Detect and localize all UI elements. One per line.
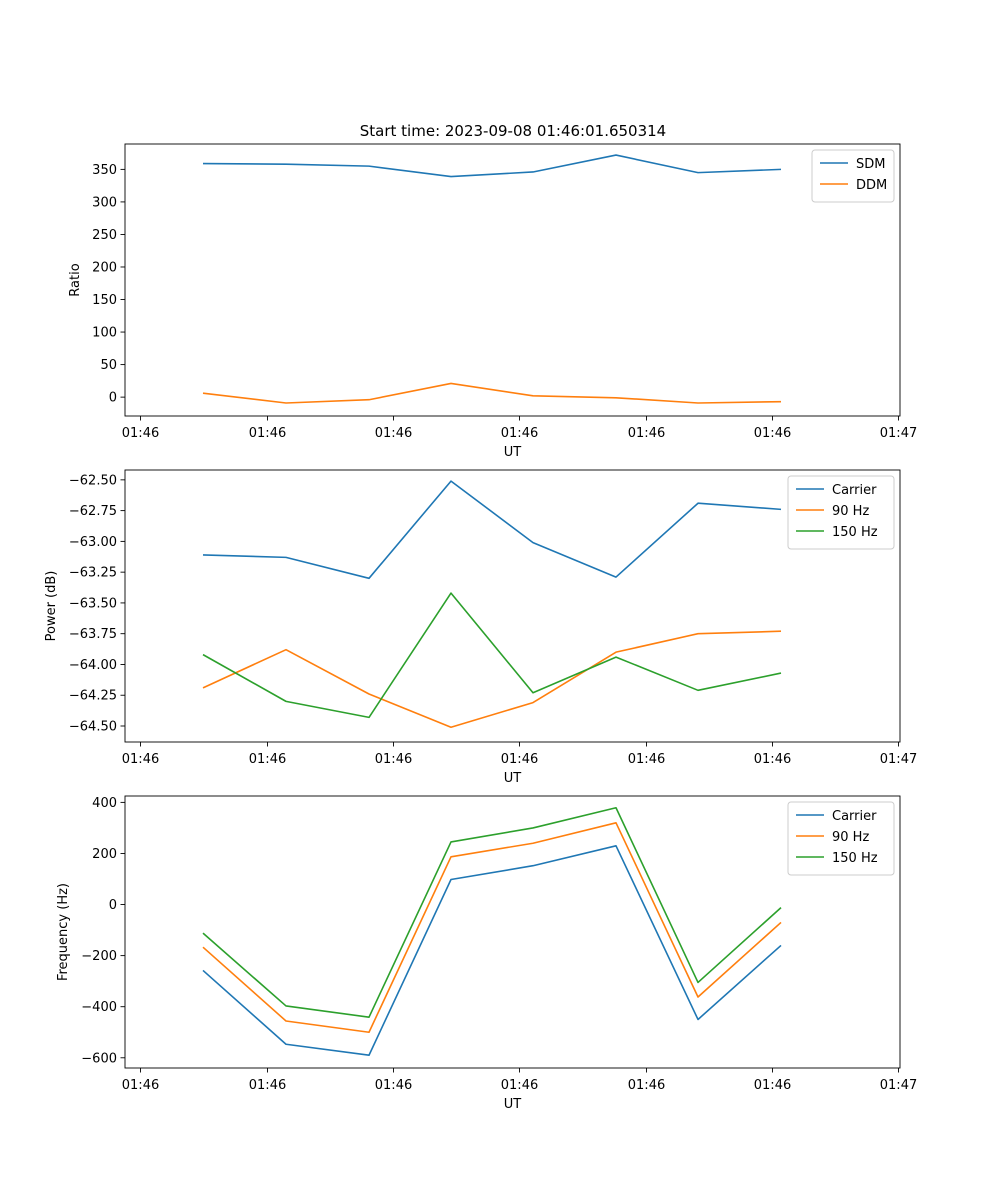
x-tick-label: 01:47: [880, 1078, 917, 1093]
y-tick-label: −62.75: [69, 504, 117, 519]
legend-label: Carrier: [832, 809, 877, 824]
x-tick-label: 01:46: [754, 426, 791, 441]
y-tick-label: −64.25: [69, 689, 117, 704]
series-line-150-hz: [202, 806, 782, 1018]
y-tick-label: −62.50: [69, 473, 117, 488]
y-tick-label: −63.00: [69, 535, 117, 550]
y-tick-label: 100: [92, 326, 117, 341]
legend-label: SDM: [856, 157, 885, 172]
subplot-1: 01:46 01:46 01:46 01:46 01:46 01:46 01:47 UT 0 50…: [68, 143, 917, 460]
series-line-carrier: [202, 480, 782, 580]
subplots: 01:46 01:46 01:46 01:46 01:46 01:46 01:47 UT 0 50…: [44, 143, 917, 1112]
x-tick-label: 01:46: [501, 1078, 538, 1093]
x-tick-label: 01:46: [375, 752, 412, 767]
y-tick-label: 200: [92, 847, 117, 862]
x-tick-label: 01:46: [628, 426, 665, 441]
x-tick-label: 01:47: [880, 426, 917, 441]
legend-label: Carrier: [832, 483, 877, 498]
y-tick-label: 350: [92, 163, 117, 178]
y-tick-label: 250: [92, 228, 117, 243]
legend-label: 90 Hz: [832, 504, 869, 519]
subplot-2: 01:46 01:46 01:46 01:46 01:46 01:46 01:47 UT −64…: [44, 469, 917, 786]
y-tick-label: −63.50: [69, 596, 117, 611]
x-tick-label: 01:46: [628, 1078, 665, 1093]
y-tick-label: −63.25: [69, 566, 117, 581]
legend-label: 150 Hz: [832, 525, 878, 540]
y-tick-label: 0: [109, 391, 117, 406]
y-tick-label: 150: [92, 293, 117, 308]
x-tick-label: 01:46: [754, 752, 791, 767]
y-tick-label: −200: [81, 949, 117, 964]
series-line-90-hz: [202, 822, 782, 1034]
y-tick-label: −64.50: [69, 720, 117, 735]
y-tick-label: 400: [92, 796, 117, 811]
figure-title: Start time: 2023-09-08 01:46:01.650314: [360, 122, 666, 140]
series-line-carrier: [202, 844, 782, 1057]
x-tick-label: 01:46: [628, 752, 665, 767]
x-tick-label: 01:46: [501, 426, 538, 441]
x-tick-label: 01:46: [501, 752, 538, 767]
legend: Carrier 90 Hz 150 Hz: [787, 801, 895, 876]
axes-frame: [124, 469, 901, 743]
x-tick-label: 01:46: [249, 752, 286, 767]
legend-label: 90 Hz: [832, 830, 869, 845]
y-tick-label: −400: [81, 1000, 117, 1015]
x-axis-label: UT: [504, 445, 522, 460]
y-tick-label: 300: [92, 195, 117, 210]
x-axis-label: UT: [504, 1097, 522, 1112]
axes-frame: [124, 143, 901, 417]
x-tick-label: 01:46: [375, 1078, 412, 1093]
series-line-150-hz: [202, 592, 782, 719]
x-tick-label: 01:46: [249, 1078, 286, 1093]
series-line-sdm: [202, 154, 782, 178]
x-tick-label: 01:46: [375, 426, 412, 441]
x-tick-label: 01:46: [122, 752, 159, 767]
x-tick-label: 01:46: [754, 1078, 791, 1093]
x-tick-label: 01:46: [122, 426, 159, 441]
axes-frame: [124, 795, 901, 1069]
y-tick-label: −63.75: [69, 627, 117, 642]
legend-label: DDM: [856, 178, 887, 193]
y-tick-label: −64.00: [69, 658, 117, 673]
series-line-ddm: [202, 382, 782, 404]
y-tick-label: 200: [92, 260, 117, 275]
series-line-90-hz: [202, 630, 782, 729]
y-tick-label: 0: [109, 898, 117, 913]
legend: SDM DDM: [811, 149, 895, 203]
y-axis-label: Power (dB): [44, 571, 59, 642]
x-axis-label: UT: [504, 771, 522, 786]
y-tick-label: −600: [81, 1051, 117, 1066]
y-tick-label: 50: [100, 358, 117, 373]
legend: Carrier 90 Hz 150 Hz: [787, 475, 895, 550]
x-tick-label: 01:46: [122, 1078, 159, 1093]
legend-label: 150 Hz: [832, 851, 878, 866]
x-tick-label: 01:47: [880, 752, 917, 767]
x-tick-label: 01:46: [249, 426, 286, 441]
subplot-3: 01:46 01:46 01:46 01:46 01:46 01:46 01:47 UT −60…: [56, 795, 917, 1112]
y-axis-label: Ratio: [68, 263, 83, 296]
y-axis-label: Frequency (Hz): [56, 883, 71, 981]
